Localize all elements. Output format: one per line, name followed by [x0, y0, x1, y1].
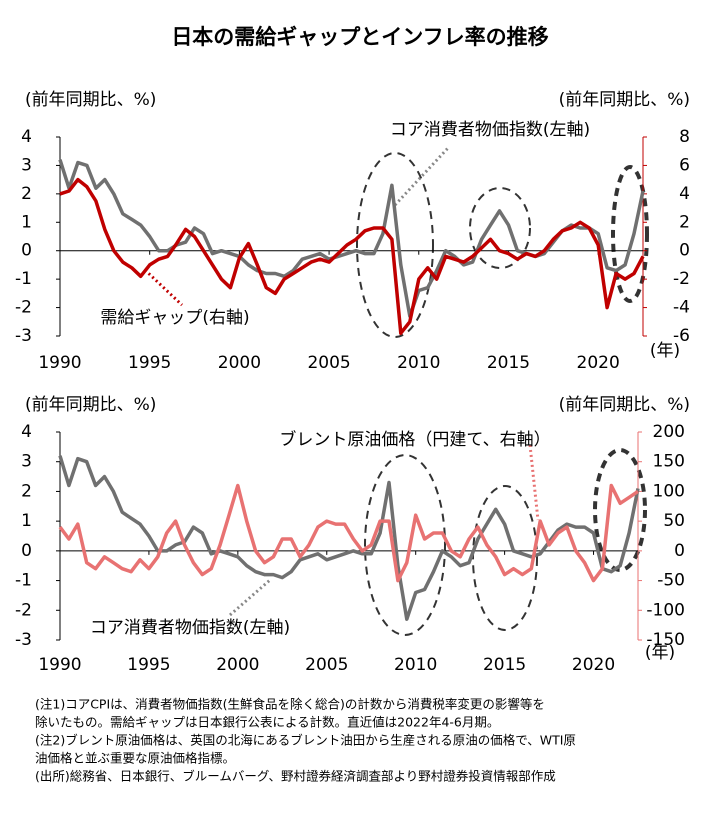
y2-tick-label: -2 [673, 269, 690, 289]
series-label: ブレント原油価格（円建て、右軸） [279, 429, 550, 450]
y-tick-label: 0 [21, 241, 32, 261]
y2-label: (前年同期比、%) [559, 395, 690, 415]
y-tick-label: 3 [21, 452, 32, 472]
y-tick-label: -2 [15, 600, 32, 620]
series-label: 需給ギャップ(右軸) [100, 308, 249, 328]
y-tick-label: 0 [21, 541, 32, 561]
x-tick-label: 1995 [127, 655, 170, 675]
x-tick-label: 2005 [305, 655, 348, 675]
y2-tick-label: -100 [646, 600, 685, 620]
y2-tick-label: 0 [674, 541, 685, 561]
y-tick-label: 4 [21, 127, 32, 147]
y-tick-label: 1 [21, 212, 32, 232]
series-label: コア消費者物価指数(左軸) [90, 618, 290, 638]
y-tick-label: -2 [15, 298, 32, 318]
note: 除いたもの。需給ギャップは日本銀行公表による計数。直近値は2022年4-6月期。 [35, 715, 499, 730]
y2-tick-label: 0 [679, 241, 690, 261]
x-tick-label: 2020 [572, 655, 615, 675]
x-tick-label: 2010 [397, 353, 440, 373]
y2-tick-label: 50 [663, 511, 685, 531]
y2-tick-label: 200 [653, 422, 685, 442]
y2-tick-label: 2 [679, 212, 690, 232]
x-unit: (年) [650, 341, 680, 361]
x-tick-label: 2005 [307, 353, 350, 373]
x-tick-label: 1995 [128, 353, 171, 373]
x-tick-label: 1990 [38, 655, 81, 675]
y-tick-label: 2 [21, 184, 32, 204]
note: 油価格と並ぶ重要な原油価格指標。 [35, 751, 235, 766]
x-tick-label: 2015 [487, 353, 530, 373]
x-tick-label: 2015 [483, 655, 526, 675]
x-tick-label: 2010 [394, 655, 437, 675]
y-tick-label: 3 [21, 155, 32, 175]
x-tick-label: 2000 [218, 353, 261, 373]
y-tick-label: 2 [21, 481, 32, 501]
leader-lines [143, 146, 540, 617]
series-line [58, 159, 645, 318]
y2-tick-label: 8 [679, 127, 690, 147]
series-line [58, 483, 639, 583]
y-label: (前年同期比、%) [25, 395, 156, 415]
y-label: (前年同期比、%) [25, 90, 156, 110]
note: (注2)ブレント原油価格は、英国の北海にあるブレント油田から生産される原油の価格… [35, 733, 576, 748]
y2-tick-label: 6 [679, 155, 690, 175]
y-tick-label: -1 [15, 269, 32, 289]
series-label: コア消費者物価指数(左軸) [390, 120, 590, 140]
highlight-ellipses [356, 152, 649, 636]
y2-tick-label: 4 [679, 184, 690, 204]
x-tick-label: 1990 [38, 353, 81, 373]
y2-tick-label: -4 [673, 298, 690, 318]
note: (出所)総務省、日本銀行、ブルームバーグ、野村證券経済調査部より野村證券投資情報… [35, 769, 556, 784]
y2-tick-label: -50 [657, 571, 685, 591]
title: 日本の需給ギャップとインフレ率の推移 [171, 25, 548, 49]
y-tick-label: 4 [21, 422, 32, 442]
y2-label: (前年同期比、%) [559, 90, 690, 110]
y-tick-label: 1 [21, 511, 32, 531]
series-line [59, 177, 645, 335]
y2-tick-label: -150 [646, 630, 685, 650]
series-line [58, 455, 640, 621]
y2-tick-label: 150 [653, 452, 685, 472]
x-tick-label: 2020 [577, 353, 620, 373]
x-tick-label: 2000 [216, 655, 259, 675]
x-unit: (年) [645, 643, 675, 663]
y-tick-label: -1 [15, 571, 32, 591]
note: (注1)コアCPIは、消費者物価指数(生鮮食品を除く総合)の計数から消費税率変更… [35, 697, 545, 712]
y-tick-label: -3 [15, 326, 32, 346]
y2-tick-label: -6 [673, 326, 690, 346]
y-tick-label: -3 [15, 630, 32, 650]
y2-tick-label: 100 [653, 481, 685, 501]
